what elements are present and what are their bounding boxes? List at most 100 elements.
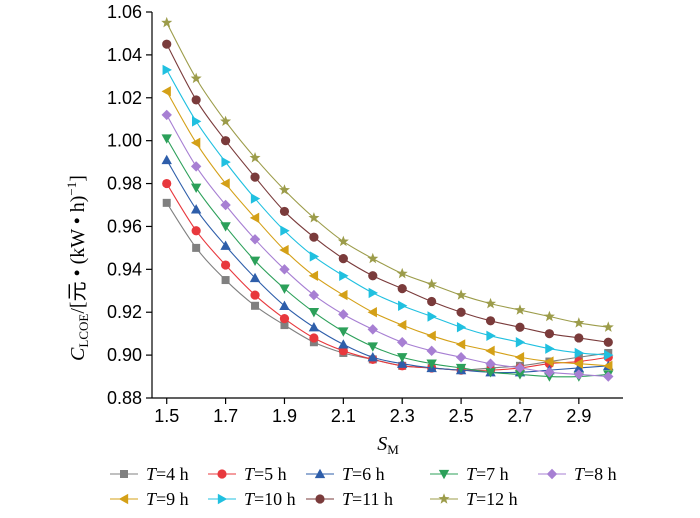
data-point: [573, 358, 584, 369]
data-point: [279, 206, 290, 217]
legend-label-var: T: [244, 464, 256, 484]
y-tick-label: 1.00: [107, 131, 142, 151]
data-point: [426, 345, 437, 357]
legend-label-value: =6 h: [352, 464, 385, 484]
data-point: [338, 327, 349, 337]
x-ticks: 1.5 1.7 1.9 2.1 2.3 2.5 2.7 2.9: [154, 398, 591, 426]
legend-item: T=12 h: [430, 489, 518, 509]
data-point: [427, 311, 437, 322]
legend-label-value: =12 h: [476, 489, 518, 509]
data-point: [280, 225, 290, 236]
data-point: [191, 95, 201, 105]
x-tick-label: 2.9: [566, 406, 591, 426]
data-point: [426, 359, 437, 369]
legend-label-value: =8 h: [584, 464, 617, 484]
data-point: [192, 243, 201, 252]
legend-marker: [438, 469, 450, 480]
plot-area: [161, 16, 614, 382]
x-tick-label: 1.9: [272, 406, 297, 426]
data-point: [279, 264, 290, 275]
legend-label-var: T: [466, 489, 478, 509]
data-point: [220, 240, 231, 250]
data-point: [190, 161, 202, 172]
legend-item: T=10 h: [208, 489, 296, 509]
data-point: [220, 222, 231, 232]
legend-marker: [120, 470, 128, 478]
data-point: [573, 317, 585, 328]
data-point: [221, 156, 231, 168]
data-point: [455, 352, 467, 363]
legend-label-var: T: [146, 464, 158, 484]
data-point: [337, 235, 349, 247]
data-point: [190, 183, 202, 194]
series-line: [166, 202, 609, 371]
data-point: [308, 322, 320, 332]
x-tick-label: 2.5: [449, 406, 474, 426]
data-point: [397, 358, 408, 368]
x-tick-label: 1.7: [213, 406, 238, 426]
data-point: [162, 64, 172, 76]
legend-label-value: =5 h: [254, 464, 287, 484]
data-point: [220, 199, 231, 211]
y-tick-label: 1.02: [107, 88, 142, 108]
legend-label-value: =9 h: [156, 489, 189, 509]
data-point: [338, 289, 348, 301]
data-point: [249, 234, 261, 245]
data-point: [368, 287, 378, 299]
legend-item: T=9 h: [110, 489, 189, 509]
y-tick-label: 0.96: [107, 216, 142, 236]
x-tick-label: 2.7: [507, 406, 532, 426]
data-point: [485, 297, 497, 309]
y-tick-label: 1.04: [107, 45, 142, 65]
data-point: [397, 319, 407, 331]
data-point: [309, 333, 319, 343]
data-point: [485, 345, 495, 357]
y-tick-label: 0.92: [107, 302, 142, 322]
data-point: [544, 356, 554, 367]
data-point: [308, 289, 320, 301]
data-point: [220, 115, 232, 127]
data-point: [250, 290, 260, 300]
data-point: [220, 136, 231, 146]
data-point: [603, 360, 613, 372]
data-point: [398, 300, 408, 311]
data-point: [161, 134, 172, 144]
series-t7h: [161, 134, 614, 382]
data-point: [545, 343, 555, 354]
data-point: [455, 289, 467, 300]
legend-label-var: T: [574, 464, 586, 484]
data-point: [456, 322, 467, 333]
y-axis-title: CLCOE/[元 • (kW • h)−1]: [64, 175, 91, 361]
legend-label-value: =4 h: [156, 464, 189, 484]
legend-label-value: =11 h: [352, 489, 393, 509]
data-point: [367, 307, 377, 318]
legend-item: T=8 h: [538, 464, 617, 484]
x-axis-title-main: S: [377, 433, 387, 455]
data-point: [426, 278, 438, 290]
legend-label: T=9 h: [146, 489, 189, 509]
data-point: [367, 252, 379, 264]
data-point: [455, 363, 467, 374]
series-line: [166, 159, 609, 374]
data-point: [368, 271, 378, 281]
series-line: [166, 138, 609, 378]
data-point: [455, 339, 466, 350]
data-point: [162, 198, 171, 207]
data-point: [426, 330, 436, 342]
data-point: [308, 308, 320, 318]
legend-label-value: =7 h: [476, 464, 509, 484]
y-axis-title-rest: /[元 • (kW • h): [67, 196, 89, 314]
legend: T=4 h T=5 h T=6 h T=7 h T=8 hT=9 h T=10 h T=11…: [110, 464, 617, 509]
data-point: [602, 321, 614, 332]
data-point: [514, 352, 525, 363]
data-point: [514, 370, 526, 380]
data-point: [367, 352, 378, 362]
data-point: [309, 251, 320, 262]
x-tick-label: 2.1: [331, 406, 356, 426]
data-point: [251, 301, 260, 310]
data-point: [190, 137, 201, 149]
series-t6h: [161, 154, 614, 377]
data-point: [456, 307, 466, 317]
data-point: [279, 244, 289, 256]
